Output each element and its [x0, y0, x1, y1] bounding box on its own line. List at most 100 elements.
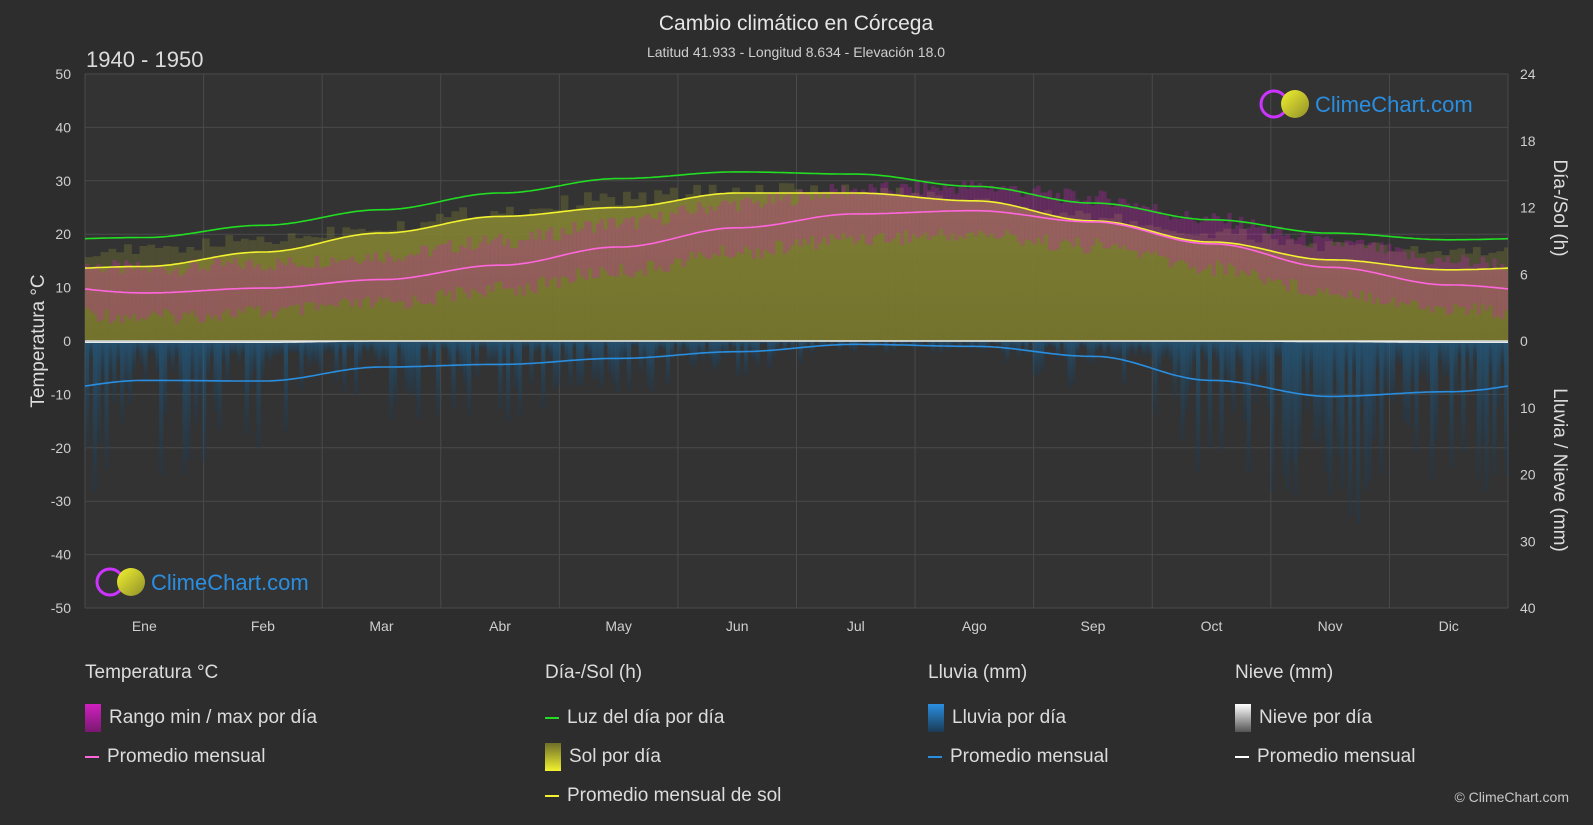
rain-bar: [1129, 341, 1135, 351]
sunshine-bar: [155, 247, 163, 341]
rain-bar: [704, 341, 710, 345]
rain-bar: [817, 341, 823, 346]
rain-bar: [572, 341, 577, 348]
rain-bar: [759, 341, 764, 345]
temp-range-bar: [942, 183, 947, 236]
temp-range-bar: [123, 260, 129, 316]
right-axis-top-label: Día-/Sol (h): [1549, 159, 1570, 256]
sunshine-bar: [467, 221, 475, 341]
rain-bar: [205, 341, 211, 376]
sunshine-bar: [1153, 226, 1162, 341]
rain-bar: [1055, 341, 1060, 360]
temp-range-bar: [1001, 185, 1006, 236]
daylight-line: [85, 171, 1508, 241]
temp-range-bar: [790, 205, 795, 246]
rain-bar: [1180, 341, 1185, 442]
rain-bar: [162, 341, 168, 415]
rain-bar: [470, 341, 476, 351]
temp-range-bar: [213, 258, 218, 316]
temp-range-bar: [174, 268, 179, 325]
temp-range-bar: [1461, 254, 1466, 308]
rain-bar: [1367, 341, 1372, 483]
temp-range-bar: [529, 231, 534, 291]
left-tick-label: 0: [63, 333, 71, 349]
sunshine-bar: [459, 207, 468, 341]
sunshine-bar: [100, 252, 109, 341]
rain-bar: [1340, 341, 1345, 489]
sunshine-bar: [888, 200, 896, 341]
temp-range-bar: [205, 271, 211, 314]
legend-label: Luz del día por día: [567, 706, 725, 728]
temp-range-bar: [1016, 189, 1022, 242]
temp-range-bar: [322, 266, 328, 307]
rain-bar: [525, 341, 530, 348]
rain-bar: [490, 341, 495, 362]
rain-bar: [899, 341, 905, 347]
rain-bar: [856, 341, 862, 344]
rain-bar: [1266, 341, 1271, 410]
rain-bar: [330, 341, 335, 354]
temp-range-bar: [525, 239, 530, 284]
rain-bar: [1379, 341, 1384, 475]
sunshine-bar: [1114, 213, 1123, 341]
right-tick-label-hours: 18: [1520, 133, 1536, 149]
temp-range-bar: [806, 195, 811, 245]
temp-range-bar: [1047, 190, 1053, 251]
temp-range-bar: [767, 194, 772, 253]
temp-range-bar: [552, 239, 558, 278]
sunshine-bar: [708, 184, 717, 341]
rain-bar: [276, 341, 281, 356]
sunshine-swatch: [545, 742, 561, 771]
rain-bar: [1040, 341, 1045, 371]
sunshine-bar: [1480, 255, 1489, 341]
rain-bar: [892, 341, 897, 351]
legend-label: Promedio mensual de sol: [567, 784, 782, 806]
rain-bar: [1238, 341, 1244, 366]
rain-bar: [198, 341, 203, 394]
rain-bar: [451, 341, 456, 410]
left-tick-label: -50: [51, 600, 71, 616]
temp-range-bar: [112, 260, 117, 321]
rain-bar: [182, 341, 187, 475]
right-tick-label-mm: 40: [1520, 600, 1536, 616]
temp-range-bar: [240, 269, 246, 313]
sunshine-bar: [529, 208, 538, 341]
sunshine-bar: [1176, 233, 1185, 341]
rain-bar: [595, 341, 600, 379]
temp-range-bar: [755, 200, 760, 249]
rain-bar: [311, 341, 316, 362]
rain-bar: [1391, 341, 1396, 403]
temp-range-bar: [416, 253, 421, 302]
rain-bar: [743, 341, 749, 377]
rain-bar: [1394, 341, 1400, 362]
sunshine-bar: [162, 246, 171, 341]
rain-bar: [396, 341, 402, 350]
temp-range-bar: [1005, 190, 1010, 231]
sunshine-bar: [334, 236, 343, 341]
temp-range-bar: [1086, 195, 1092, 253]
rain-bar: [732, 341, 737, 349]
temp-range-bar: [260, 269, 265, 318]
rain-bar: [178, 341, 183, 391]
rain-bar: [825, 341, 830, 343]
logo-text-bottom: ClimeChart.com: [151, 570, 309, 595]
temp-range-bar: [673, 214, 678, 259]
sunshine-bar: [1215, 231, 1224, 341]
temp-range-bar: [1274, 228, 1279, 280]
sunshine-bar: [919, 198, 928, 341]
sunshine-bar: [311, 237, 319, 341]
rain-bar: [1500, 341, 1505, 366]
legend-sun: Día-/Sol (h) Luz del día por día Sol por…: [545, 662, 781, 815]
rain-bar: [669, 341, 674, 359]
temp-range-bar: [564, 233, 569, 278]
rain-bar: [849, 341, 854, 351]
rain-bar: [1118, 341, 1123, 357]
snow-swatch: [1235, 703, 1251, 732]
temp-range-bar: [1102, 191, 1107, 249]
month-label: Jul: [847, 618, 865, 634]
rain-bar: [1008, 341, 1014, 350]
temp-avg-line: [85, 209, 1508, 294]
rain-bar: [229, 341, 234, 355]
rain-bar: [170, 341, 175, 372]
temp-range-bar: [521, 240, 526, 296]
